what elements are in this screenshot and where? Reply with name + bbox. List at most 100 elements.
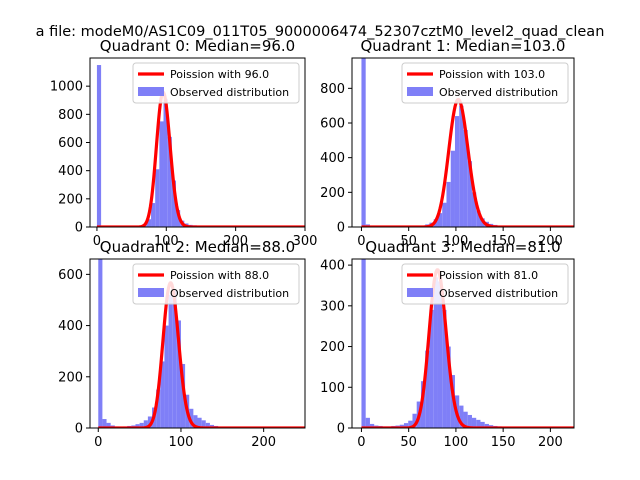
x-tick-label: 200 [223,234,248,249]
subplot-2: 0 100 200 0 200 400 600 Quadrant 2: Median=88.0… [58,238,306,450]
legend-hist-label: Observed distribution [439,287,558,300]
poisson-curve [97,281,305,428]
histogram-bar [201,420,206,428]
legend-box [401,62,569,104]
y-tick-label: 400 [320,259,345,274]
plot-area [96,65,305,227]
subplot-1: 0 50 100 150 200 0 200 400 600 800 Quadrant 1: Med… [320,37,575,249]
histogram-bar [403,423,409,428]
histogram-bar [437,281,443,428]
legend-box [132,62,300,104]
histogram-bar [361,58,366,227]
y-tick-label: 200 [320,340,345,355]
histogram-bar [476,210,481,227]
histogram-bar [160,361,165,428]
histogram-bar [135,424,140,428]
poisson-curve [360,268,574,428]
y-tick-label: 400 [58,319,83,334]
histogram-bar [442,202,447,227]
y-tick-label: 800 [320,82,345,97]
y-tick-label: 200 [320,186,345,201]
histogram-bar [429,309,434,428]
histogram-bar [399,424,404,428]
legend-hist-swatch [138,288,164,297]
legend: Poission with 81.0 Observed distribution [401,263,569,305]
y-tick-label: 600 [320,117,345,132]
histogram-bar [146,219,152,227]
histogram-bar [471,192,477,227]
x-tick-label: 200 [538,234,563,249]
histogram-bar [369,423,375,428]
histogram-bar [433,277,438,428]
histogram-bar [467,161,472,227]
x-tick-label: 300 [293,234,318,249]
y-tick-label: 400 [320,151,345,166]
x-tick-label: 150 [491,435,516,450]
y-tick-label: 800 [58,108,83,123]
legend-box [401,263,569,305]
legend-box [132,263,300,305]
histogram-bar [471,417,477,428]
histogram-bar [164,325,169,428]
histogram-bar [408,420,413,428]
histogram-bar [361,259,366,428]
y-tick-label: 300 [320,299,345,314]
legend-poisson-label: Poission with 96.0 [170,68,269,81]
figure-suptitle: a file: modeM0/AS1C09_011T05_9000006474_… [36,24,605,40]
plot-area [360,259,574,428]
x-tick-label: 200 [538,435,563,450]
histogram-bar [171,180,176,227]
histogram-bar [484,423,489,428]
legend-poisson-label: Poission with 81.0 [439,269,538,282]
y-tick-label: 1000 [50,80,83,95]
histogram-bar [446,346,451,428]
subplot-title: Quadrant 0: Median=96.0 [100,37,295,55]
y-tick-label: 100 [320,381,345,396]
histogram-bar [463,411,468,428]
histogram-bar [102,419,107,428]
x-tick-label: 0 [357,435,365,450]
poisson-curve [96,90,305,227]
legend: Poission with 88.0 Observed distribution [132,263,300,305]
histogram-bar [139,422,144,428]
histogram-bar [176,210,181,227]
legend-hist-swatch [407,87,433,96]
subplot-0: 0 100 200 300 0 200 400 600 800 1000 Quadrant 0: M… [50,37,318,249]
legend-hist-swatch [407,288,433,297]
histogram-bar [420,381,426,428]
poisson-curve [360,98,574,227]
x-tick-label: 200 [251,435,276,450]
y-tick-label: 0 [75,221,83,236]
x-tick-label: 100 [444,435,469,450]
histogram-bar [480,421,485,428]
x-tick-label: 50 [400,435,417,450]
legend-hist-label: Observed distribution [170,86,289,99]
histogram-bar [147,416,153,428]
legend-hist-label: Observed distribution [439,86,558,99]
legend: Poission with 96.0 Observed distribution [132,62,300,104]
histogram-bar [459,105,464,227]
axes-frame [351,57,575,228]
legend-hist-label: Observed distribution [170,287,289,300]
y-tick-label: 200 [58,370,83,385]
histogram-bar [156,389,161,428]
histogram-bar [168,294,173,428]
legend: Poission with 103.0 Observed distribution [401,62,569,104]
histogram-bar [155,169,160,227]
x-tick-label: 0 [93,234,101,249]
subplot-title: Quadrant 3: Median=81.0 [365,238,560,256]
histogram-bar [454,116,460,227]
axes-frame [89,258,306,429]
histogram-bar [412,413,417,428]
subplot-3: 0 50 100 150 200 0 100 200 300 400 Quadrant 3: Med… [320,238,575,450]
histogram-bar [193,415,198,428]
x-tick-label: 100 [444,234,469,249]
legend-poisson-label: Poission with 103.0 [439,68,545,81]
histogram-bar [106,422,111,428]
histogram-bar [459,405,464,428]
y-tick-label: 400 [58,164,83,179]
histogram-bar [476,419,481,428]
y-tick-label: 600 [58,136,83,151]
x-tick-label: 100 [169,435,194,450]
